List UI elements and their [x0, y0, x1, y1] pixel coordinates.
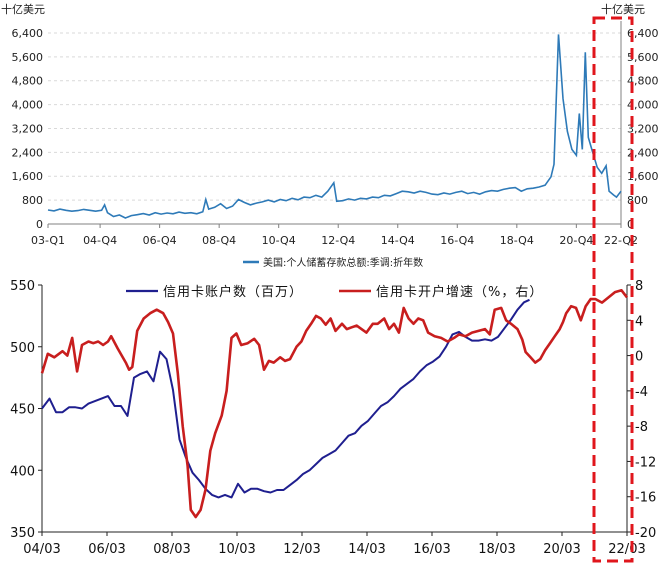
- x-tick-label: 22/03: [608, 542, 645, 557]
- y-tick-left: 0: [36, 218, 43, 231]
- card-accounts-series-line: [41, 298, 530, 499]
- x-tick-label: 12-Q4: [321, 234, 355, 247]
- y-tick-right: 0: [635, 350, 643, 365]
- y-tick-left: 6,400: [12, 27, 44, 40]
- y-tick-left: 800: [22, 194, 43, 207]
- y-tick-left: 4,800: [12, 75, 44, 88]
- y-tick-right: 4: [635, 314, 643, 329]
- x-tick-label: 20/03: [543, 542, 580, 557]
- x-tick-label: 06-Q4: [143, 234, 177, 247]
- x-tick-label: 20-Q4: [559, 234, 593, 247]
- y-tick-right: 5,600: [627, 51, 659, 64]
- x-tick-label: 06/03: [88, 542, 125, 557]
- y-tick-left: 3,200: [12, 122, 44, 135]
- x-tick-label: 18/03: [478, 542, 515, 557]
- y-tick-left: 4,000: [12, 99, 44, 112]
- y-tick-right: 4,800: [627, 75, 659, 88]
- y-tick-right: 1,600: [627, 170, 659, 183]
- x-tick-label: 16-Q4: [440, 234, 474, 247]
- card-growth-series-line: [40, 289, 629, 519]
- y-tick-right: 2,400: [627, 146, 659, 159]
- x-tick-label: 03-Q1: [31, 234, 65, 247]
- x-tick-label: 08-Q4: [202, 234, 236, 247]
- right-unit-label: 十亿美元: [601, 2, 645, 16]
- y-tick-right: 3,200: [627, 122, 659, 135]
- x-tick-label: 14-Q4: [381, 234, 415, 247]
- y-tick-left: 350: [10, 526, 35, 541]
- left-unit-label: 十亿美元: [1, 2, 45, 16]
- y-tick-left: 450: [10, 403, 35, 418]
- y-tick-left: 500: [10, 341, 35, 356]
- savings-series-line: [47, 34, 622, 219]
- y-tick-left: 5,600: [12, 51, 44, 64]
- highlight-dashed-box: [592, 16, 634, 563]
- x-tick-label: 14/03: [348, 542, 385, 557]
- y-tick-right: -8: [635, 420, 648, 435]
- x-tick-label: 12/03: [283, 542, 320, 557]
- y-tick-left: 2,400: [12, 146, 44, 159]
- x-tick-label: 10-Q4: [262, 234, 296, 247]
- y-tick-right: -20: [635, 526, 656, 541]
- y-tick-right: -12: [635, 455, 656, 470]
- x-tick-label: 04-Q4: [83, 234, 117, 247]
- x-tick-label: 22-Q2: [604, 234, 638, 247]
- x-tick-label: 10/03: [218, 542, 255, 557]
- bottom-credit-card-chart: 550 500 450 400 350 8 4 0 -4 -8 -12 -16 -20 04/03 06/0…: [10, 279, 656, 557]
- legend-label-savings: 美国:个人储蓄存款总额:季调:折年数: [263, 256, 423, 269]
- y-tick-right: -4: [635, 385, 648, 400]
- top-savings-chart: 十亿美元 十亿美元 6,400 6,400 5,600 5,600 4,800 4,800 4,…: [1, 2, 659, 269]
- y-tick-left: 1,600: [12, 170, 44, 183]
- y-tick-left: 550: [10, 279, 35, 294]
- x-tick-label: 16/03: [413, 542, 450, 557]
- y-tick-left: 400: [10, 464, 35, 479]
- x-tick-label: 04/03: [23, 542, 60, 557]
- x-tick-label: 08/03: [153, 542, 190, 557]
- y-tick-right: -16: [635, 491, 656, 506]
- legend-label-growth: 信用卡开户增速（%，右）: [376, 284, 543, 300]
- x-tick-label: 18-Q4: [500, 234, 534, 247]
- y-tick-right: 800: [627, 194, 648, 207]
- y-tick-right: 6,400: [627, 27, 659, 40]
- y-tick-right: 4,000: [627, 99, 659, 112]
- legend-label-accounts: 信用卡账户数（百万）: [163, 284, 303, 300]
- y-tick-right: 8: [635, 279, 643, 294]
